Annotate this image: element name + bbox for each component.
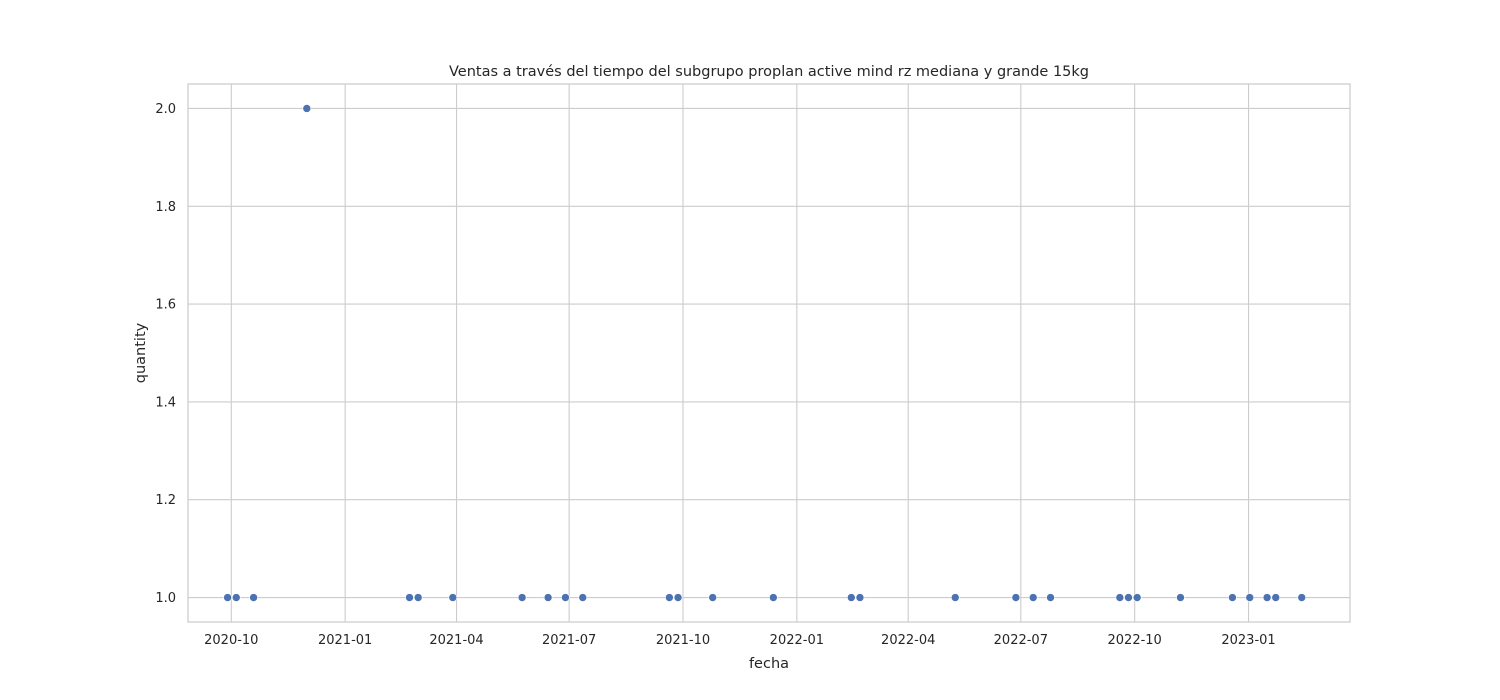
x-tick-label: 2022-10 [1108, 633, 1162, 648]
data-point [1262, 593, 1272, 602]
x-tick-label: 2022-07 [994, 633, 1048, 648]
x-tick-label: 2021-10 [656, 633, 710, 648]
data-point [413, 593, 423, 602]
data-point [1176, 593, 1185, 602]
x-tick-label: 2021-04 [429, 633, 483, 648]
x-tick-label: 2021-01 [318, 633, 372, 648]
data-point [1011, 593, 1021, 602]
x-tick-label: 2022-04 [881, 633, 935, 648]
data-point [448, 593, 458, 602]
data-point [665, 593, 674, 602]
grid-layer [188, 84, 1350, 622]
data-point [543, 593, 553, 602]
plot-frame [187, 83, 1351, 623]
points-layer [223, 104, 1307, 602]
y-axis-label: quantity [133, 322, 149, 383]
tick-label-layer: 2020-10 2021-01 2021-04 2021-07 2021-10 2022-… [155, 102, 1275, 648]
y-tick-label: 1.8 [155, 200, 176, 215]
data-point [517, 593, 527, 602]
data-point [223, 593, 232, 602]
data-point [1046, 593, 1055, 602]
data-point [950, 593, 960, 602]
data-point [1271, 593, 1281, 602]
data-point [405, 593, 414, 602]
data-point [1124, 593, 1133, 602]
data-point [769, 593, 778, 602]
data-point [1028, 593, 1038, 602]
data-point [1228, 593, 1237, 602]
data-point [578, 593, 588, 602]
data-point [846, 593, 856, 602]
data-point [1132, 593, 1142, 602]
y-tick-label: 1.0 [155, 591, 176, 606]
y-tick-label: 2.0 [155, 102, 176, 117]
x-tick-label: 2023-01 [1221, 633, 1275, 648]
y-tick-label: 1.2 [155, 493, 176, 508]
x-tick-label: 2022-01 [770, 633, 824, 648]
data-point [1297, 593, 1307, 602]
x-tick-label: 2021-07 [542, 633, 596, 648]
x-axis-label: fecha [749, 656, 789, 672]
data-point [561, 593, 570, 602]
data-point [231, 593, 241, 602]
data-point [673, 593, 683, 602]
chart-title: Ventas a través del tiempo del subgrupo … [449, 64, 1089, 80]
y-tick-label: 1.6 [155, 298, 176, 313]
data-point [1115, 593, 1125, 602]
x-tick-label: 2020-10 [204, 633, 258, 648]
data-point [855, 593, 865, 602]
data-point [302, 104, 312, 113]
data-point [708, 593, 717, 602]
data-point [249, 593, 258, 602]
data-point [1245, 593, 1255, 602]
y-tick-label: 1.4 [155, 395, 176, 410]
